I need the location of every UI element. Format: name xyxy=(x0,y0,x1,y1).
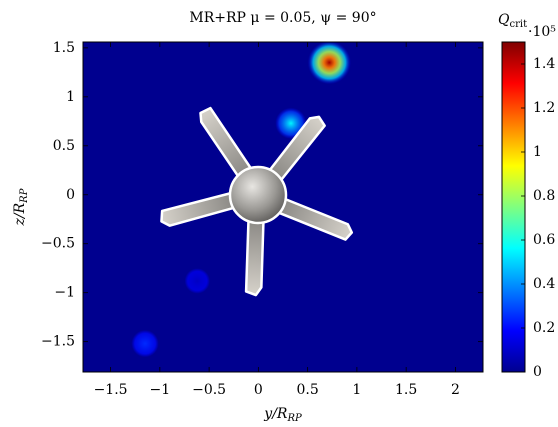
x-tick-label: 1 xyxy=(352,382,361,398)
y-tick-label: 0.5 xyxy=(53,138,75,154)
colorbar-tick-label: 0.8 xyxy=(533,188,555,204)
y-label-sub: RP xyxy=(19,188,30,204)
colorbar-multiplier: ·10⁵ xyxy=(528,24,556,40)
x-tick-label: 1.5 xyxy=(395,382,417,398)
colorbar-label-main: Q xyxy=(498,12,510,28)
y-tick-label: 0 xyxy=(66,187,75,203)
y-axis-label: z/RRP xyxy=(12,188,30,226)
y-tick-label: −1 xyxy=(54,285,75,301)
x-tick-label: −1.5 xyxy=(94,382,128,398)
x-tick-label: −1 xyxy=(150,382,171,398)
colorbar-label: Qcrit xyxy=(498,12,527,30)
x-tick-label: −0.5 xyxy=(192,382,226,398)
colorbar xyxy=(501,41,526,373)
x-tick-label: 0 xyxy=(254,382,263,398)
colorbar-tick-label: 1.4 xyxy=(533,56,555,72)
y-tick-label: −1.5 xyxy=(41,334,75,350)
colorbar-tick-label: 0.4 xyxy=(533,276,555,292)
colorbar-tick-label: 1.2 xyxy=(533,100,555,116)
x-axis-label: y/RRP xyxy=(263,406,302,424)
hotspot xyxy=(307,42,351,85)
y-label-main: z/R xyxy=(12,202,28,226)
colorbar-tick-label: 0.2 xyxy=(533,320,555,336)
plot-frame xyxy=(82,41,484,373)
hotspot xyxy=(131,329,159,358)
chart-title: MR+RP μ = 0.05, ψ = 90° xyxy=(189,10,376,26)
colorbar-tick-label: 0.6 xyxy=(533,232,555,248)
propeller xyxy=(160,106,354,297)
x-tick-label: 2 xyxy=(451,382,460,398)
colorbar-tick-label: 0 xyxy=(533,364,542,380)
x-label-main: y/R xyxy=(263,406,288,422)
y-tick-label: 1 xyxy=(66,89,75,105)
colorbar-label-sub: crit xyxy=(509,19,527,30)
x-label-sub: RP xyxy=(286,413,302,424)
hotspot xyxy=(184,268,210,294)
y-tick-label: 1.5 xyxy=(53,40,75,56)
x-tick-label: 0.5 xyxy=(296,382,318,398)
y-tick-label: −0.5 xyxy=(41,236,75,252)
colorbar-tick-label: 1 xyxy=(533,144,542,160)
